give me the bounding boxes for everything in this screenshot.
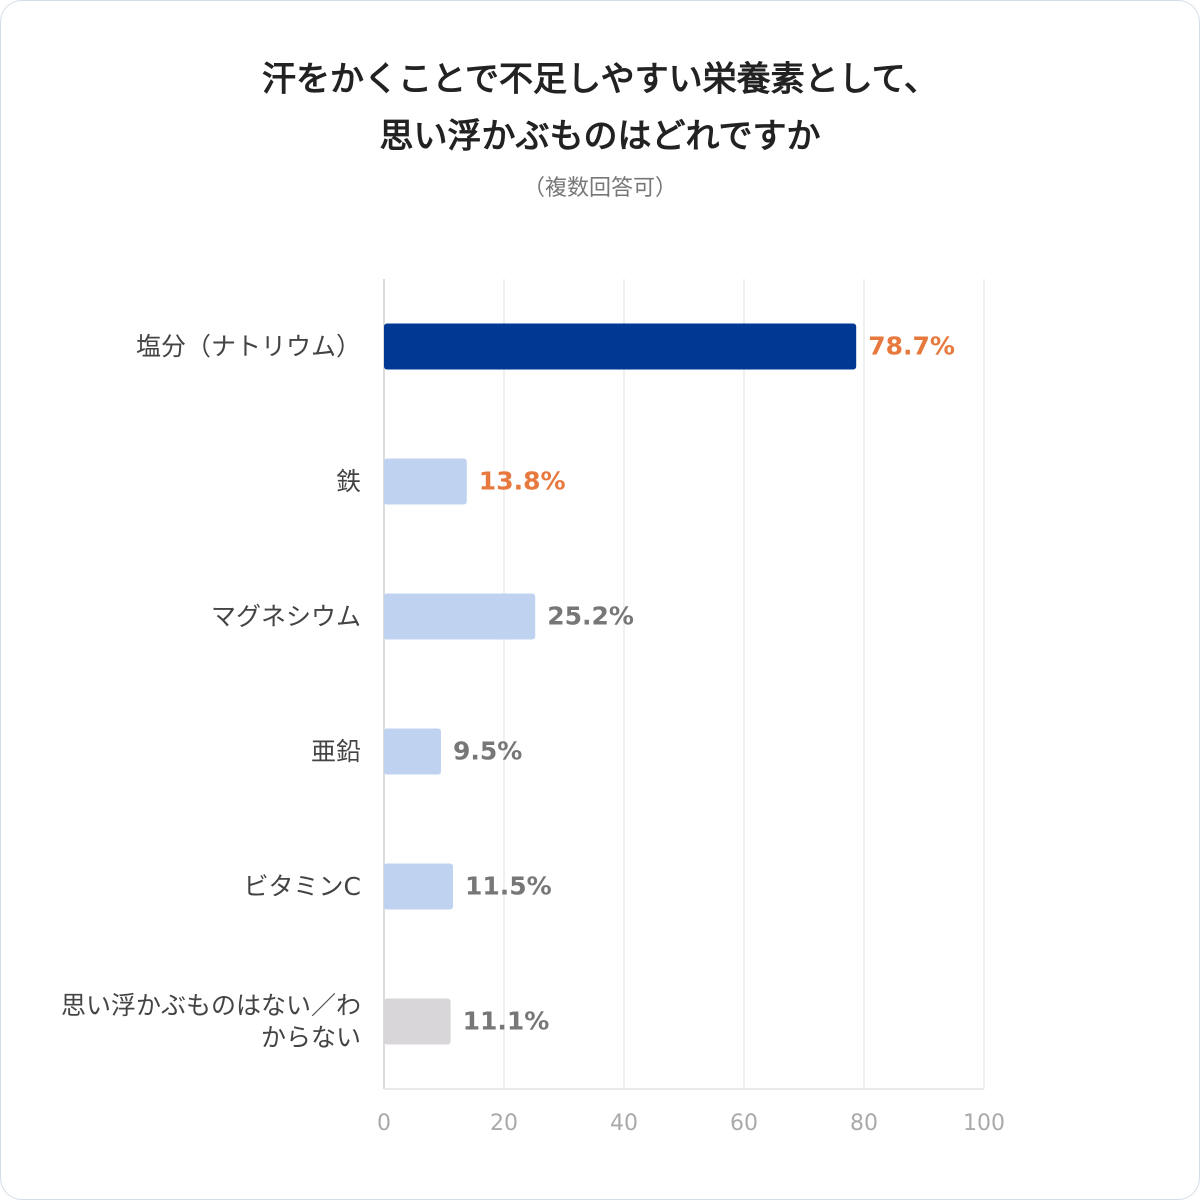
bar xyxy=(384,998,451,1045)
bar xyxy=(384,593,536,640)
bar xyxy=(384,323,857,370)
x-tick-label: 100 xyxy=(963,1111,1005,1136)
x-tick-label: 20 xyxy=(490,1111,518,1136)
value-label: 9.5% xyxy=(453,737,522,766)
chart-title: 思い浮かぶものはどれですか xyxy=(380,117,821,157)
x-tick-label: 60 xyxy=(730,1111,758,1136)
x-tick-label: 40 xyxy=(610,1111,638,1136)
value-label: 11.1% xyxy=(463,1007,550,1036)
chart-subtitle: （複数回答可） xyxy=(523,176,677,201)
x-tick-label: 0 xyxy=(377,1111,391,1136)
y-tick-label: 塩分（ナトリウム） xyxy=(135,331,361,361)
y-tick-label: 亜鉛 xyxy=(310,736,361,766)
value-label: 11.5% xyxy=(465,872,552,901)
bar xyxy=(384,863,453,910)
y-tick-label: 思い浮かぶものはない／わからない xyxy=(60,990,361,1052)
x-tick-label: 80 xyxy=(850,1111,878,1136)
value-label: 78.7% xyxy=(868,332,955,361)
chart-title: 汗をかくことで不足しやすい栄養素として、 xyxy=(262,60,938,100)
y-tick-label: ビタミンC xyxy=(243,871,361,901)
bar xyxy=(384,728,441,775)
value-label: 25.2% xyxy=(547,602,634,631)
y-tick-label: 鉄 xyxy=(335,466,361,496)
y-tick-label: マグネシウム xyxy=(210,601,361,631)
bar xyxy=(384,458,467,505)
value-label: 13.8% xyxy=(479,467,566,496)
